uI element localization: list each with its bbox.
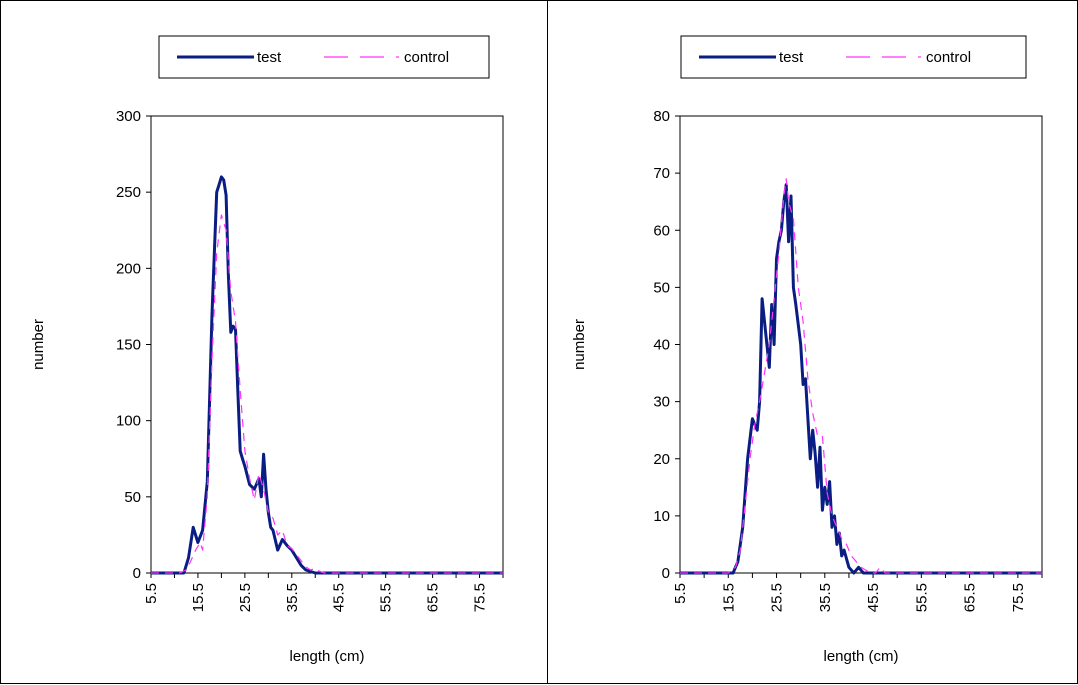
y-axis-label: number [30, 319, 47, 370]
y-tick-label: 20 [653, 451, 670, 468]
x-tick-label: 75.5 [1010, 583, 1027, 612]
x-tick-label: 25.5 [769, 583, 786, 612]
legend-label-test: test [779, 49, 804, 66]
x-tick-label: 55.5 [913, 583, 930, 612]
y-tick-label: 70 [653, 165, 670, 182]
x-tick-label: 5.5 [672, 583, 689, 604]
x-tick-label: 65.5 [425, 583, 442, 612]
x-axis-label: length (cm) [823, 648, 898, 665]
y-tick-label: 60 [653, 222, 670, 239]
plot-area [680, 116, 1042, 573]
y-tick-label: 100 [116, 413, 141, 430]
x-tick-label: 75.5 [472, 583, 489, 612]
y-tick-label: 0 [662, 565, 670, 582]
y-tick-label: 200 [116, 260, 141, 277]
chart-panel-right: 0 10 20 30 40 50 60 70 80 5.5 15.5 25.5 35.5 45.5 55.5… [548, 0, 1078, 684]
legend-label-control: control [404, 49, 449, 66]
length-distribution-chart-left: 0 50 100 150 200 250 300 5.5 15.5 25.5 35.5 45.5 55.… [1, 1, 549, 685]
y-tick-label: 0 [133, 565, 141, 582]
x-tick-label: 45.5 [865, 583, 882, 612]
y-tick-label: 80 [653, 108, 670, 125]
length-distribution-chart-right: 0 10 20 30 40 50 60 70 80 5.5 15.5 25.5 35.5 45.5 55.5… [548, 1, 1078, 685]
x-axis-label: length (cm) [289, 648, 364, 665]
y-tick-label: 250 [116, 184, 141, 201]
y-tick-label: 300 [116, 108, 141, 125]
x-tick-label: 45.5 [331, 583, 348, 612]
x-tick-label: 5.5 [143, 583, 160, 604]
x-tick-label: 15.5 [720, 583, 737, 612]
y-axis-label: number [571, 319, 588, 370]
y-tick-label: 150 [116, 337, 141, 354]
chart-panel-left: 0 50 100 150 200 250 300 5.5 15.5 25.5 35.5 45.5 55.… [0, 0, 548, 684]
x-tick-label: 25.5 [237, 583, 254, 612]
y-tick-label: 50 [653, 279, 670, 296]
x-tick-label: 55.5 [378, 583, 395, 612]
x-tick-label: 35.5 [284, 583, 301, 612]
legend-label-control: control [926, 49, 971, 66]
y-tick-label: 10 [653, 508, 670, 525]
x-tick-label: 35.5 [817, 583, 834, 612]
y-tick-label: 30 [653, 394, 670, 411]
x-tick-label: 65.5 [962, 583, 979, 612]
legend-label-test: test [257, 49, 282, 66]
y-tick-label: 50 [124, 489, 141, 506]
x-tick-label: 15.5 [190, 583, 207, 612]
y-tick-label: 40 [653, 337, 670, 354]
